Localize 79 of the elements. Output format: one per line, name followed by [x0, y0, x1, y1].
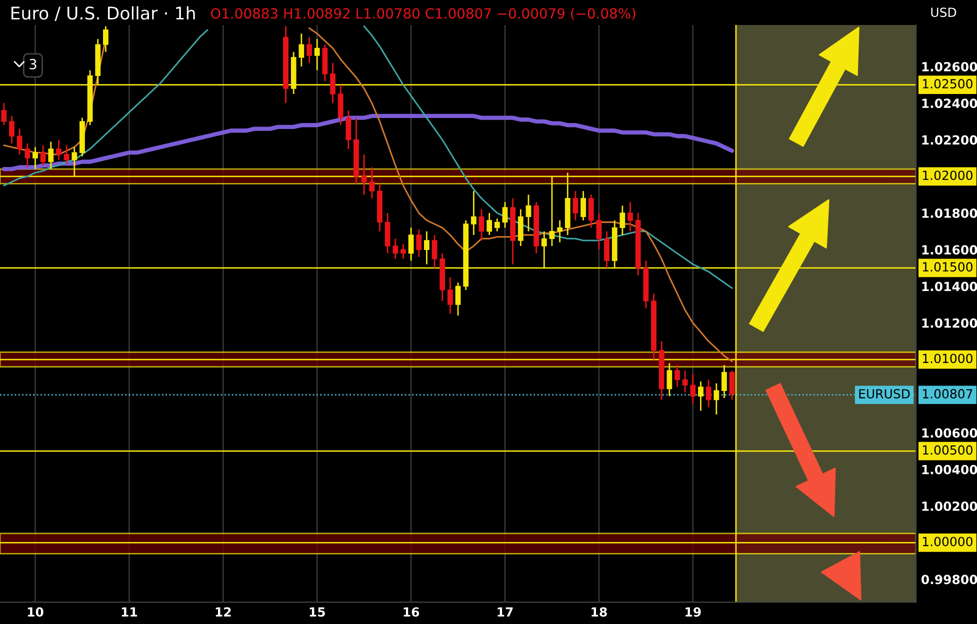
y-tick-label: 1.00600	[922, 428, 977, 438]
candlestick	[526, 194, 532, 232]
ref-line-label: 1.02500	[922, 79, 972, 88]
candlestick	[408, 226, 414, 262]
candlestick	[338, 84, 344, 126]
y-tick-label: 1.01600	[922, 245, 977, 255]
candlestick	[56, 139, 62, 161]
y-axis-title: USD	[931, 8, 956, 18]
candlestick	[64, 144, 70, 164]
candlestick	[572, 190, 578, 222]
y-tick-label: 1.00200	[922, 501, 977, 511]
candlestick	[447, 276, 453, 314]
line-series	[2, 114, 734, 172]
candlestick	[24, 142, 30, 168]
candlestick	[580, 190, 586, 222]
y-tick-label: 1.02200	[922, 135, 977, 145]
ref-line-label: 1.01500	[922, 262, 972, 272]
candlestick	[361, 154, 367, 196]
candlestick	[690, 373, 696, 404]
chart-title: Euro / U.S. Dollar · 1h	[11, 6, 195, 22]
annotation: 3	[30, 58, 36, 70]
candlestick	[369, 166, 375, 200]
x-tick-label: 11	[122, 607, 138, 617]
annotation: EURUSD	[859, 389, 910, 398]
x-tick-label: 16	[404, 607, 420, 617]
y-tick-label: 1.01400	[922, 282, 977, 292]
candlestick	[674, 364, 680, 388]
candlestick	[729, 370, 735, 401]
candlestick	[682, 370, 688, 394]
candlestick	[604, 230, 610, 269]
candlestick	[384, 212, 390, 254]
ref-line-label: 1.02000	[922, 170, 972, 180]
candlestick	[346, 110, 352, 150]
candlestick	[298, 32, 304, 68]
y-tick-label: 0.99800	[921, 574, 977, 584]
candlestick	[330, 62, 336, 104]
y-tick-label: 1.02600	[922, 62, 977, 72]
candlestick	[1, 102, 7, 126]
x-tick-label: 12	[216, 607, 231, 617]
candlestick	[518, 208, 524, 247]
ref-line-label: 1.01000	[922, 354, 972, 364]
candlestick	[557, 220, 562, 244]
chart-subtitle: O1.00883 H1.00892 L1.00780 C1.00807 −0.00079 (−0.08%)	[210, 8, 636, 20]
candlestick	[588, 194, 594, 228]
candlestick	[16, 128, 22, 156]
x-tick-label: 15	[310, 607, 325, 617]
x-tick-label: 18	[592, 607, 607, 617]
candlestick	[706, 378, 712, 408]
candlestick	[628, 201, 633, 232]
candlestick	[432, 234, 438, 269]
x-tick-label: 10	[28, 607, 44, 617]
candlestick	[620, 205, 626, 236]
ref-line-label: 1.00000	[922, 536, 972, 546]
x-tick-label: 19	[686, 607, 701, 617]
candlestick	[103, 26, 108, 53]
candlestick	[392, 238, 398, 260]
x-tick-label: 17	[498, 607, 513, 617]
candlestick	[698, 380, 704, 412]
y-tick-label: 1.00400	[922, 464, 977, 474]
y-tick-label: 1.01200	[922, 318, 977, 328]
candlestick	[714, 382, 720, 416]
candlestick	[314, 38, 320, 71]
candlestick	[494, 218, 500, 232]
ref-line-label: 1.00500	[922, 445, 972, 455]
candlestick	[416, 228, 422, 258]
candlestick	[478, 208, 484, 242]
y-tick-label: 1.02400	[922, 98, 977, 108]
candlestick	[40, 144, 46, 166]
ref-line-label: 1.00807	[922, 389, 972, 398]
y-tick-label: 1.01800	[922, 208, 977, 218]
candlestick	[424, 230, 430, 265]
candlestick	[400, 243, 406, 260]
candlestick	[502, 201, 508, 228]
candlestick	[470, 190, 476, 236]
candlestick	[306, 36, 312, 64]
candlestick	[455, 282, 461, 316]
candlestick	[9, 115, 14, 144]
candlestick	[486, 212, 492, 236]
candlestick	[596, 212, 602, 250]
